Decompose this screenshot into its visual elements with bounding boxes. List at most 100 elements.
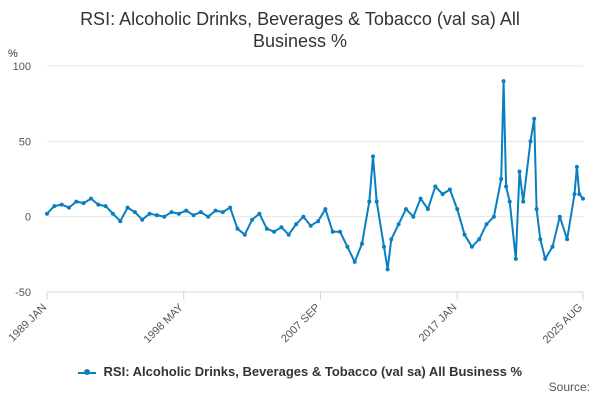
data-point bbox=[352, 259, 357, 264]
data-point bbox=[198, 210, 203, 215]
legend[interactable]: RSI: Alcoholic Drinks, Beverages & Tobac… bbox=[0, 364, 600, 379]
data-point bbox=[572, 192, 577, 197]
data-point bbox=[45, 211, 49, 216]
series-line bbox=[46, 80, 584, 271]
data-point bbox=[330, 229, 335, 234]
y-tick-label: 50 bbox=[19, 136, 31, 148]
y-axis-label: % bbox=[8, 48, 18, 60]
data-point bbox=[404, 207, 408, 212]
data-point bbox=[374, 199, 379, 204]
data-point bbox=[206, 214, 211, 219]
data-point bbox=[81, 201, 86, 206]
data-point bbox=[455, 207, 460, 212]
data-point bbox=[242, 232, 247, 237]
data-point bbox=[345, 244, 350, 249]
data-point bbox=[528, 139, 533, 144]
data-point bbox=[360, 241, 364, 246]
data-point bbox=[154, 213, 159, 218]
data-point bbox=[550, 244, 555, 249]
data-point bbox=[118, 219, 123, 224]
x-tick-label: 2017 JAN bbox=[417, 302, 460, 345]
data-point bbox=[279, 225, 284, 230]
data-point bbox=[411, 214, 416, 219]
data-point bbox=[162, 214, 167, 219]
data-point bbox=[577, 192, 582, 197]
x-tick-label: 1989 JAN bbox=[6, 302, 49, 345]
x-tick-label: 2025 AUG bbox=[541, 302, 585, 346]
data-point bbox=[264, 226, 269, 231]
data-point bbox=[316, 219, 321, 224]
data-point bbox=[110, 211, 115, 216]
data-point bbox=[477, 237, 482, 242]
data-point bbox=[532, 116, 537, 121]
data-point bbox=[140, 217, 145, 222]
data-point bbox=[504, 184, 509, 189]
data-point bbox=[184, 208, 189, 213]
data-point bbox=[367, 199, 372, 204]
data-point bbox=[389, 237, 394, 242]
data-point bbox=[338, 229, 342, 234]
data-point bbox=[371, 154, 375, 159]
data-point bbox=[308, 223, 313, 228]
data-point bbox=[499, 177, 504, 181]
data-point bbox=[382, 244, 386, 249]
data-point bbox=[491, 214, 496, 219]
data-point bbox=[220, 210, 225, 215]
data-point bbox=[447, 187, 452, 192]
data-point bbox=[385, 267, 390, 272]
data-point bbox=[52, 204, 57, 209]
data-point bbox=[534, 207, 539, 212]
data-point bbox=[517, 169, 522, 174]
data-point bbox=[125, 205, 130, 210]
data-point bbox=[59, 202, 64, 207]
x-tick-label: 1998 MAY bbox=[142, 301, 187, 346]
data-point bbox=[543, 256, 548, 261]
data-point bbox=[257, 211, 262, 216]
data-point bbox=[574, 164, 579, 169]
y-tick-label: 100 bbox=[13, 61, 31, 73]
data-point bbox=[74, 199, 79, 204]
data-point bbox=[235, 226, 240, 231]
data-point bbox=[96, 202, 101, 207]
data-point bbox=[469, 244, 474, 249]
data-point bbox=[418, 196, 423, 201]
data-point bbox=[286, 232, 291, 237]
data-point bbox=[213, 208, 218, 213]
data-point bbox=[462, 232, 467, 237]
data-point bbox=[538, 237, 543, 242]
data-point bbox=[425, 207, 430, 212]
data-point bbox=[557, 214, 562, 219]
data-point bbox=[67, 205, 71, 210]
data-point bbox=[433, 184, 438, 189]
data-point bbox=[228, 205, 233, 210]
data-point bbox=[272, 229, 277, 234]
y-tick-label: 0 bbox=[25, 212, 31, 224]
data-point bbox=[301, 214, 306, 219]
data-point bbox=[521, 199, 526, 204]
data-point bbox=[440, 192, 445, 197]
data-point bbox=[581, 196, 585, 201]
source-label: Source: bbox=[548, 380, 590, 394]
data-point bbox=[89, 196, 93, 201]
data-point bbox=[484, 222, 489, 227]
data-point bbox=[323, 207, 328, 212]
legend-swatch-icon bbox=[77, 368, 96, 378]
data-point bbox=[507, 199, 512, 204]
x-tick-label: 2007 SEP bbox=[279, 302, 323, 346]
data-point bbox=[513, 256, 518, 261]
data-point bbox=[132, 210, 137, 215]
legend-label: RSI: Alcoholic Drinks, Beverages & Tobac… bbox=[103, 364, 523, 379]
data-point bbox=[396, 222, 401, 227]
chart-title: RSI: Alcoholic Drinks, Beverages & Tobac… bbox=[80, 9, 520, 51]
data-point bbox=[147, 211, 152, 216]
data-point bbox=[250, 217, 255, 222]
data-point bbox=[169, 210, 174, 215]
y-tick-label: -50 bbox=[15, 287, 31, 299]
data-point bbox=[565, 237, 570, 242]
data-point bbox=[191, 213, 196, 218]
data-point bbox=[294, 222, 299, 227]
data-point bbox=[501, 79, 506, 84]
data-point bbox=[176, 211, 181, 216]
data-point bbox=[103, 204, 108, 209]
